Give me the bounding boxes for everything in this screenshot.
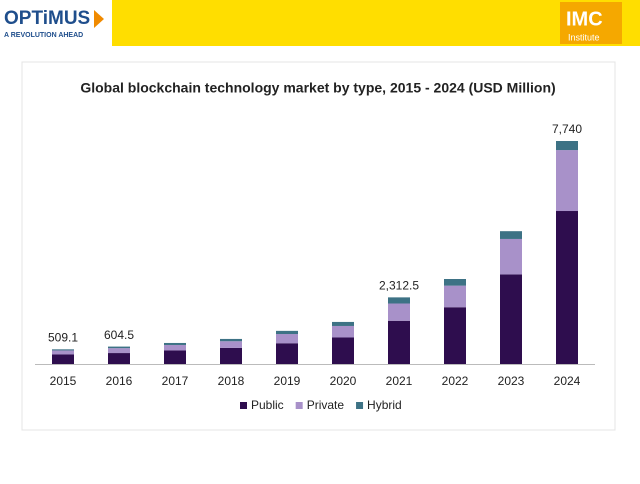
bar-segment [108, 353, 130, 364]
bar-segment [556, 150, 578, 212]
total-label: 2,312.5 [379, 279, 419, 293]
bar-segment [444, 307, 466, 364]
bar-segment [500, 238, 522, 275]
bar-segment [52, 350, 74, 355]
total-label: 7,740 [552, 122, 582, 136]
partner: IMC [566, 8, 603, 30]
bar-segment [164, 344, 186, 351]
x-tick-label: 2024 [554, 374, 581, 388]
bar-segment [276, 343, 298, 364]
legend-label: Hybrid [367, 398, 402, 412]
brand-arrow [94, 10, 104, 28]
bar-segment [164, 350, 186, 364]
bar-segment [556, 141, 578, 151]
legend-swatch [240, 402, 247, 409]
bar-segment [108, 346, 130, 349]
legend-swatch [295, 402, 303, 409]
partner-sub: Institute [568, 32, 600, 42]
x-tick-label: 2017 [162, 374, 189, 388]
bar-segment [332, 337, 354, 364]
bar-segment [444, 285, 466, 308]
bar-segment [220, 341, 242, 348]
bar-segment [220, 338, 242, 342]
x-tick-label: 2015 [50, 374, 77, 388]
total-label: 604.5 [104, 328, 134, 342]
x-tick-label: 2021 [386, 374, 413, 388]
x-tick-label: 2018 [218, 374, 245, 388]
logo-box [0, 0, 112, 46]
legend-swatch [356, 402, 364, 409]
total-label: 509.1 [48, 331, 78, 345]
bar-segment [388, 320, 410, 364]
bar-segment [388, 303, 410, 321]
x-tick-label: 2019 [274, 374, 301, 388]
x-tick-label: 2016 [106, 374, 133, 388]
bar-segment [332, 321, 354, 326]
bar-segment [220, 347, 242, 364]
partner-logo [560, 2, 622, 44]
tagline: A REVOLUTION AHEAD [4, 32, 83, 39]
legend-label: Public [251, 398, 284, 412]
x-tick-label: 2020 [330, 374, 357, 388]
bar-segment [556, 211, 578, 364]
chart-title: Global blockchain technology market by t… [80, 80, 555, 96]
brand: OPTiMUS [4, 8, 90, 29]
bar-segment [108, 348, 130, 354]
bar-segment [276, 330, 298, 335]
bar-segment [332, 325, 354, 338]
bar-segment [500, 231, 522, 239]
bar-segment [388, 297, 410, 304]
bar-segment [444, 279, 466, 286]
legend-label: Private [307, 398, 345, 412]
bar-segment [52, 354, 74, 364]
bar-segment [52, 349, 74, 351]
bar-segment [164, 342, 186, 345]
x-tick-label: 2023 [498, 374, 525, 388]
bar-segment [276, 334, 298, 344]
bar-segment [500, 274, 522, 364]
x-tick-label: 2022 [442, 374, 469, 388]
